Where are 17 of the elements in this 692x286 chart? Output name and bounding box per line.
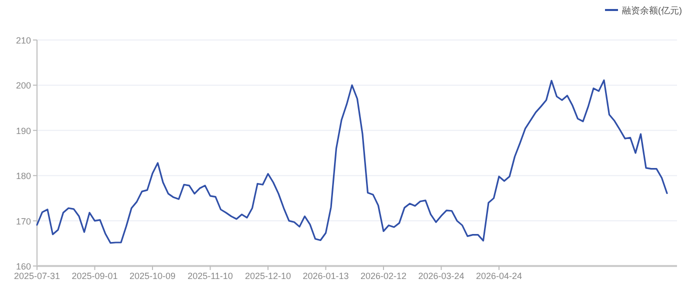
y-tick-label: 190 <box>16 126 31 136</box>
line-series <box>36 79 668 244</box>
legend-label: 融资余额(亿元) <box>622 6 682 16</box>
x-tick-label: 2025-12-10 <box>244 271 292 281</box>
y-tick-label: 170 <box>16 216 31 226</box>
x-tick-label: 2026-04-24 <box>476 271 522 281</box>
x-tick-label: 2025-11-10 <box>188 271 233 281</box>
x-tick-label: 2026-03-24 <box>418 271 464 281</box>
y-tick-label: 210 <box>16 36 31 46</box>
x-tick-label: 2026-01-13 <box>302 271 349 281</box>
x-tick-label: 2025-09-01 <box>72 271 118 281</box>
y-tick-label: 180 <box>16 171 31 182</box>
x-tick-label: 2025-10-09 <box>129 271 176 281</box>
y-tick-label: 160 <box>16 262 31 272</box>
y-tick-label: 200 <box>16 80 31 91</box>
x-tick-label: 2026-02-12 <box>360 271 407 281</box>
x-tick-label: 2025-07-31 <box>14 271 60 281</box>
